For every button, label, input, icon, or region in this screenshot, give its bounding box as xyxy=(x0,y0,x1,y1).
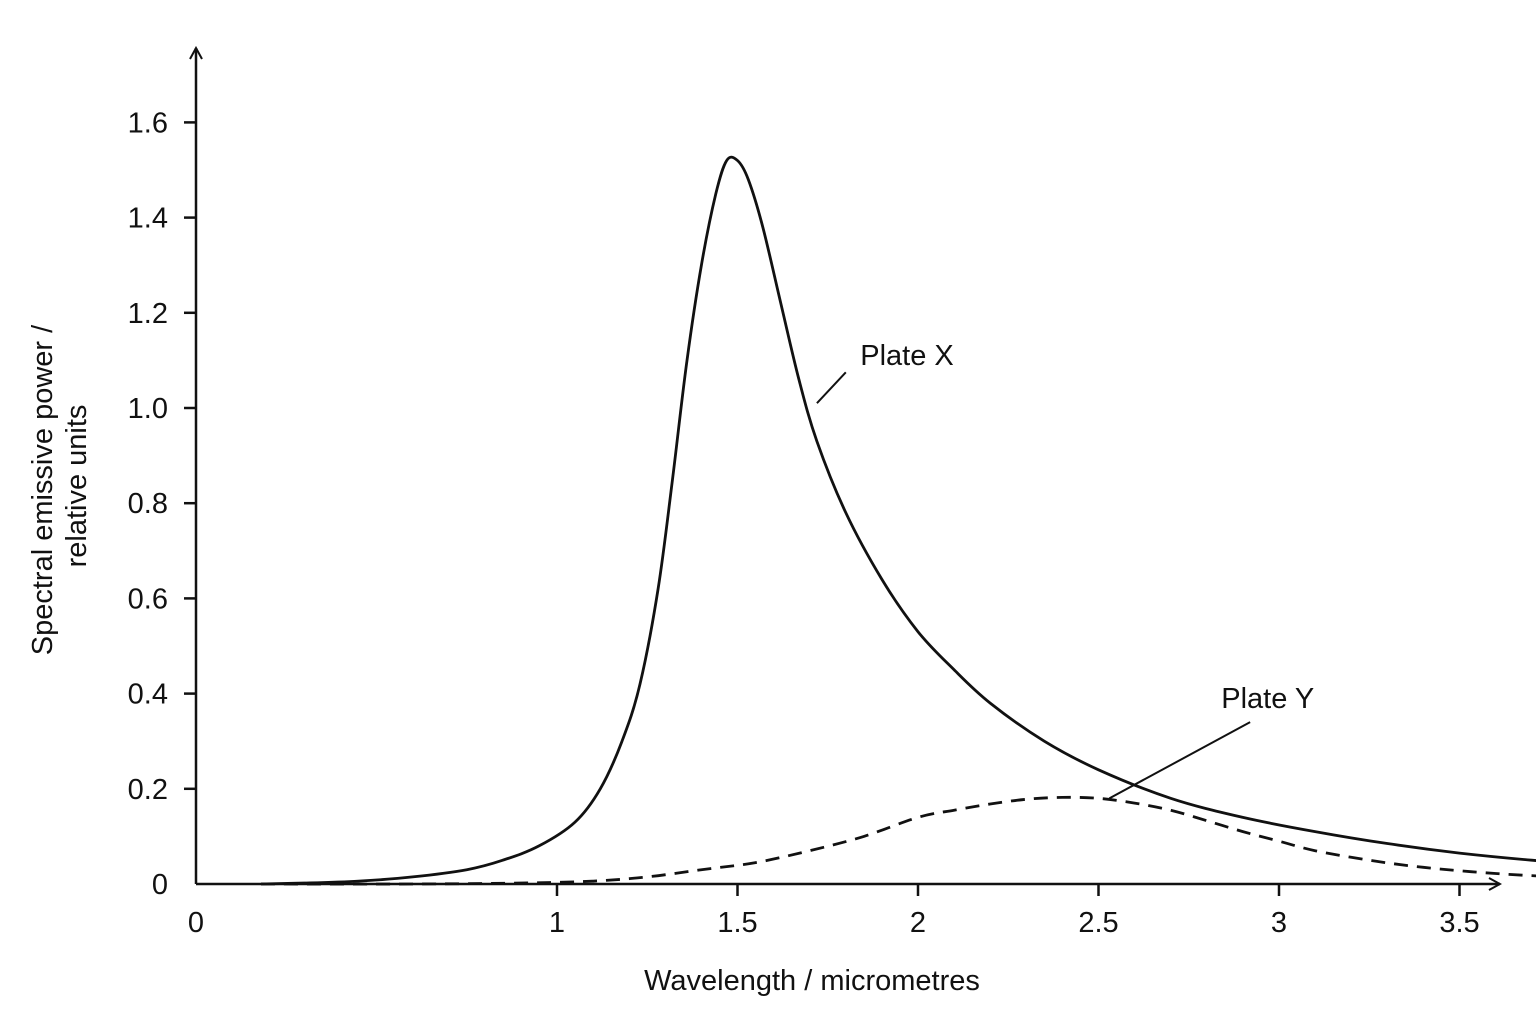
series-label-plate-x: Plate X xyxy=(860,340,954,372)
y-tick-label: 0 xyxy=(152,869,168,901)
x-tick-label: 2 xyxy=(910,907,926,939)
y-tick-label: 1.4 xyxy=(128,203,168,235)
x-tick-label: 2.5 xyxy=(1078,907,1118,939)
y-tick-label: 1.0 xyxy=(128,393,168,425)
series-line-plate-y xyxy=(260,795,1536,886)
series-leader-plate-y xyxy=(1108,721,1251,800)
series-label-plate-y: Plate Y xyxy=(1221,683,1314,715)
y-tick-label: 0.2 xyxy=(128,774,168,806)
x-tick-label: 3 xyxy=(1271,907,1287,939)
y-tick-label: 1.6 xyxy=(128,107,168,139)
x-tick-label: 0 xyxy=(188,907,204,939)
x-tick-label: 1 xyxy=(549,907,565,939)
y-tick-label: 0.4 xyxy=(128,679,168,711)
x-ticks: 011.522.533.54 xyxy=(188,884,1480,939)
y-axis-title-line-2: relative units xyxy=(61,405,93,568)
series-leader-plate-x xyxy=(816,371,847,404)
y-tick-label: 0.6 xyxy=(128,583,168,615)
y-tick-label: 0.8 xyxy=(128,488,168,520)
y-ticks: 0 0.2 0.4 0.6 0.8 1.0 1.2 1.4 1.6 xyxy=(128,107,196,901)
y-axis-title: Spectral emissive power / relative units xyxy=(27,317,93,655)
y-tick-label: 1.2 xyxy=(128,298,168,330)
series-line-plate-x xyxy=(260,155,1536,886)
x-tick-label: 3.5 xyxy=(1439,907,1479,939)
series-layer: Plate X Plate Y xyxy=(260,155,1536,886)
x-tick-label: 1.5 xyxy=(717,907,757,939)
x-axis-title: Wavelength / micrometres xyxy=(644,965,980,997)
axes xyxy=(196,48,1500,884)
y-axis-title-line-1: Spectral emissive power / xyxy=(27,324,59,655)
